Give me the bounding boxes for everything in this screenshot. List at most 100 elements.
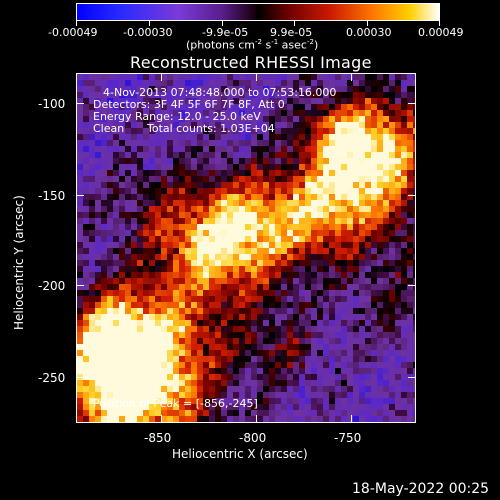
heatmap-cell	[281, 128, 287, 134]
heatmap-cell	[299, 374, 305, 380]
heatmap-cell	[209, 338, 215, 344]
heatmap-cell	[299, 206, 305, 212]
heatmap-cell	[101, 152, 107, 158]
heatmap-cell	[137, 134, 143, 140]
heatmap-cell	[227, 380, 233, 386]
heatmap-cell	[365, 86, 371, 92]
heatmap-cell	[83, 140, 89, 146]
heatmap-cell	[305, 380, 311, 386]
heatmap-cell	[155, 248, 161, 254]
heatmap-cell	[383, 356, 389, 362]
heatmap-cell	[401, 374, 407, 380]
heatmap-cell	[287, 248, 293, 254]
heatmap-cell	[281, 326, 287, 332]
heatmap-cell	[77, 326, 83, 332]
heatmap-cell	[395, 416, 401, 422]
heatmap-cell	[353, 386, 359, 392]
heatmap-cell	[107, 170, 113, 176]
heatmap-cell	[395, 392, 401, 398]
heatmap-cell	[371, 236, 377, 242]
heatmap-cell	[371, 248, 377, 254]
heatmap-cell	[173, 116, 179, 122]
heatmap-cell	[317, 92, 323, 98]
heatmap-cell	[137, 92, 143, 98]
heatmap-cell	[239, 338, 245, 344]
heatmap-cell	[89, 392, 95, 398]
heatmap-cell	[245, 80, 251, 86]
heatmap-cell	[131, 248, 137, 254]
heatmap-cell	[305, 212, 311, 218]
heatmap-cell	[113, 170, 119, 176]
heatmap-cell	[401, 218, 407, 224]
heatmap-cell	[311, 164, 317, 170]
heatmap-cell	[185, 410, 191, 416]
heatmap-cell	[335, 284, 341, 290]
heatmap-cell	[179, 416, 185, 422]
heatmap-cell	[107, 92, 113, 98]
heatmap-cell	[107, 74, 113, 80]
heatmap-cell	[353, 410, 359, 416]
heatmap-cell	[383, 362, 389, 368]
heatmap-cell	[215, 380, 221, 386]
heatmap-cell	[149, 326, 155, 332]
heatmap-cell	[173, 380, 179, 386]
heatmap-cell	[257, 218, 263, 224]
heatmap-cell	[365, 158, 371, 164]
heatmap-cell	[155, 278, 161, 284]
heatmap-cell	[269, 206, 275, 212]
heatmap-cell	[179, 152, 185, 158]
heatmap-cell	[83, 80, 89, 86]
heatmap-cell	[197, 398, 203, 404]
heatmap-cell	[209, 146, 215, 152]
heatmap-cell	[131, 218, 137, 224]
heatmap-cell	[251, 308, 257, 314]
heatmap-cell	[281, 236, 287, 242]
heatmap-cell	[173, 188, 179, 194]
heatmap-cell	[281, 314, 287, 320]
heatmap-cell	[263, 356, 269, 362]
heatmap-cell	[83, 344, 89, 350]
heatmap-cell	[263, 290, 269, 296]
heatmap-cell	[197, 158, 203, 164]
heatmap-cell	[107, 284, 113, 290]
heatmap-cell	[89, 272, 95, 278]
heatmap-cell	[341, 74, 347, 80]
heatmap-cell	[353, 356, 359, 362]
heatmap-cell	[281, 410, 287, 416]
heatmap-cell	[269, 284, 275, 290]
heatmap-cell	[107, 104, 113, 110]
heatmap-cell	[167, 356, 173, 362]
heatmap-cell	[161, 326, 167, 332]
heatmap-cell	[209, 248, 215, 254]
heatmap-cell	[167, 416, 173, 422]
heatmap-cell	[125, 398, 131, 404]
heatmap-cell	[89, 344, 95, 350]
heatmap-cell	[131, 92, 137, 98]
heatmap-cell	[257, 128, 263, 134]
heatmap-cell	[341, 302, 347, 308]
heatmap-cell	[239, 134, 245, 140]
heatmap-cell	[101, 398, 107, 404]
heatmap-cell	[215, 200, 221, 206]
heatmap-cell	[245, 242, 251, 248]
heatmap-cell	[149, 284, 155, 290]
heatmap-cell	[371, 110, 377, 116]
heatmap-cell	[329, 416, 335, 422]
heatmap-cell	[317, 410, 323, 416]
heatmap-cell	[383, 368, 389, 374]
heatmap-cell	[263, 284, 269, 290]
heatmap-cell	[215, 164, 221, 170]
heatmap-cell	[149, 206, 155, 212]
heatmap-cell	[233, 392, 239, 398]
heatmap-cell	[167, 398, 173, 404]
heatmap-cell	[287, 116, 293, 122]
heatmap-cell	[215, 80, 221, 86]
heatmap-cell	[341, 224, 347, 230]
heatmap-cell	[77, 188, 83, 194]
heatmap-cell	[233, 332, 239, 338]
heatmap-cell	[125, 332, 131, 338]
heatmap-cell	[215, 158, 221, 164]
heatmap-cell	[137, 410, 143, 416]
heatmap-cell	[113, 86, 119, 92]
heatmap-cell	[299, 110, 305, 116]
